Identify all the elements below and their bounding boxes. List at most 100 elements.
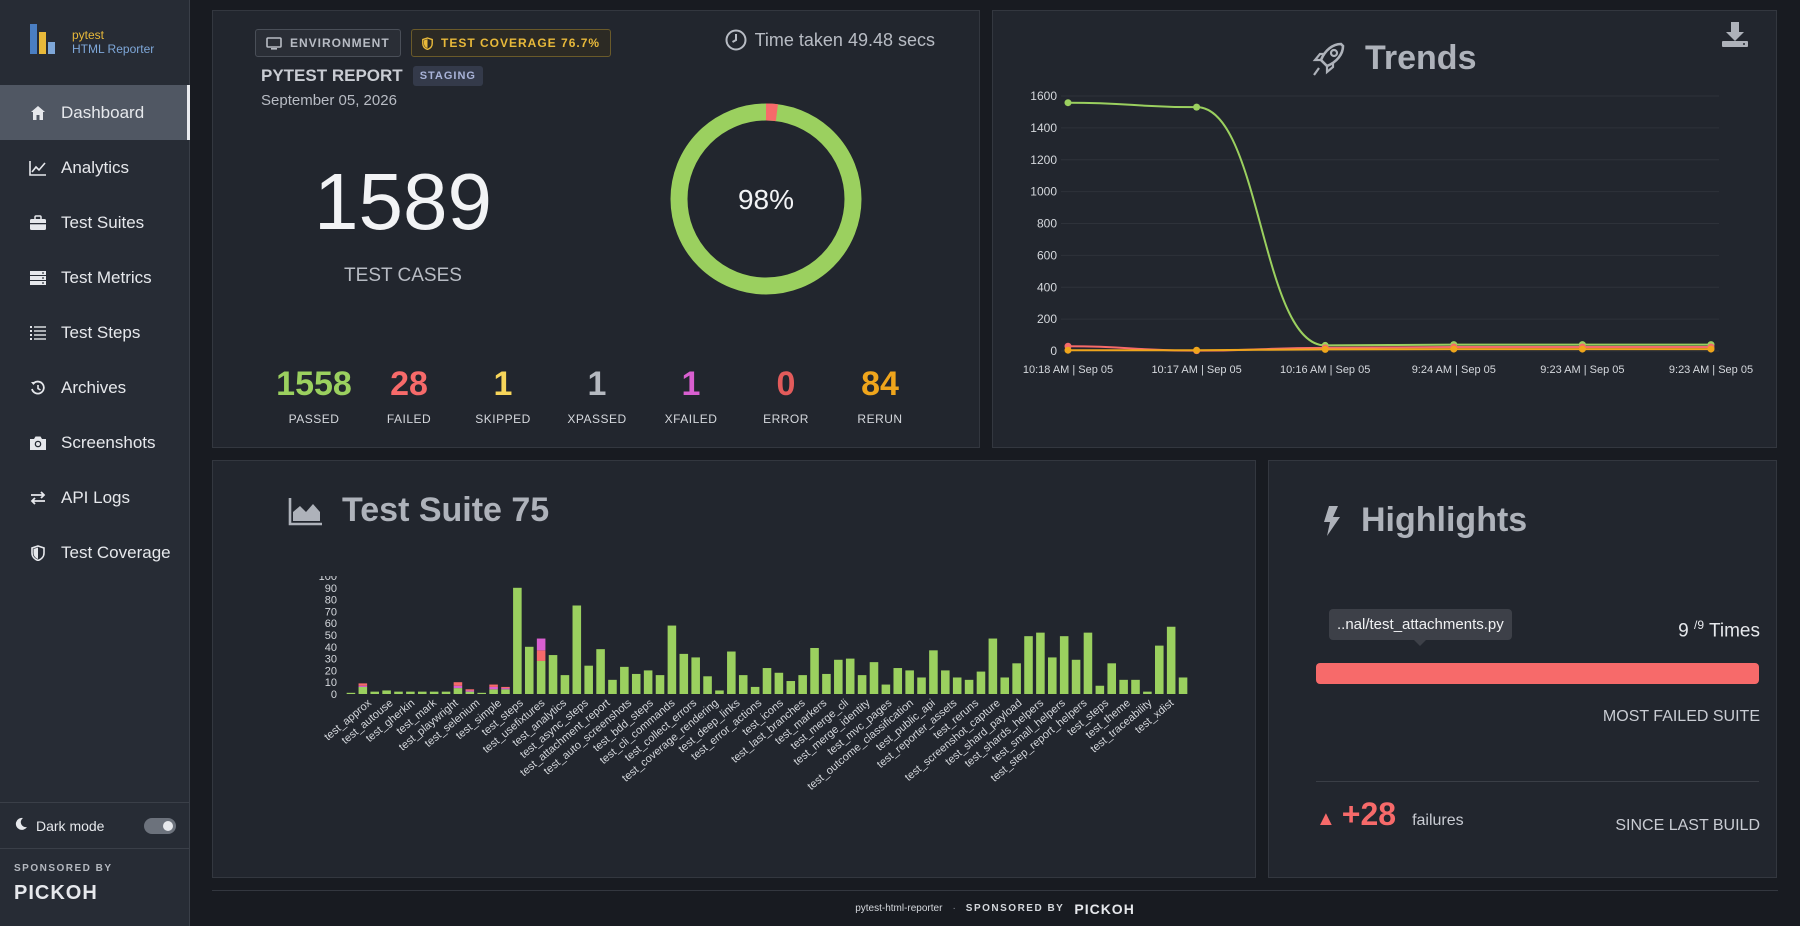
data-point[interactable] — [1064, 99, 1072, 107]
dark-mode-toggle[interactable] — [144, 817, 176, 834]
bar-segment[interactable] — [1048, 657, 1057, 694]
sidebar-item-test-steps[interactable]: Test Steps — [0, 305, 190, 360]
sponsor-logo[interactable]: PICKOH — [14, 882, 98, 904]
environment-button[interactable]: ENVIRONMENT — [255, 29, 401, 57]
bar-segment[interactable] — [941, 670, 950, 694]
bar-segment[interactable] — [798, 675, 807, 694]
bar-segment[interactable] — [406, 691, 415, 694]
bar-segment[interactable] — [417, 691, 427, 694]
bar-segment[interactable] — [501, 686, 510, 689]
sidebar-item-test-coverage[interactable]: Test Coverage — [0, 525, 190, 580]
bar-segment[interactable] — [1131, 679, 1140, 694]
bar-segment[interactable] — [917, 677, 926, 694]
bar-segment[interactable] — [667, 625, 677, 694]
trends-chart[interactable]: 0 200 400 600 800 1000 1200 1400 1600 10:18 AM | … — [993, 81, 1778, 441]
footer-product-link[interactable]: pytest-html-reporter — [855, 903, 943, 914]
bar-segment[interactable] — [441, 691, 451, 694]
bar-segment[interactable] — [1166, 626, 1176, 694]
sidebar-item-archives[interactable]: Archives — [0, 360, 190, 415]
bar-segment[interactable] — [1036, 632, 1045, 694]
data-point[interactable] — [1321, 345, 1329, 353]
bar-segment[interactable] — [358, 685, 368, 687]
bar-segment[interactable] — [429, 691, 439, 694]
bar-segment[interactable] — [929, 650, 938, 694]
bar-segment[interactable] — [536, 638, 546, 651]
bar-segment[interactable] — [536, 650, 546, 661]
bar-segment[interactable] — [1071, 659, 1081, 694]
bar-segment[interactable] — [489, 684, 498, 687]
bar-segment[interactable] — [643, 670, 653, 694]
bar-segment[interactable] — [631, 673, 641, 694]
bar-segment[interactable] — [524, 646, 534, 694]
footer-sponsor-logo[interactable]: PICKOH — [1074, 900, 1135, 917]
bar-segment[interactable] — [845, 658, 855, 694]
bar-segment[interactable] — [762, 668, 772, 694]
bar-segment[interactable] — [584, 665, 593, 694]
bar-segment[interactable] — [952, 677, 962, 694]
bar-segment[interactable] — [786, 681, 796, 694]
bar-segment[interactable] — [869, 662, 879, 694]
bar-segment[interactable] — [1083, 632, 1093, 694]
data-point[interactable] — [1707, 345, 1715, 353]
bar-segment[interactable] — [453, 685, 463, 689]
stat-rerun[interactable]: 84 RERUN — [835, 366, 925, 426]
bar-segment[interactable] — [382, 690, 391, 694]
bar-segment[interactable] — [465, 691, 475, 694]
sidebar-item-test-metrics[interactable]: Test Metrics — [0, 250, 190, 305]
sidebar-item-analytics[interactable]: Analytics — [0, 140, 190, 195]
bar-segment[interactable] — [810, 647, 819, 694]
stat-passed[interactable]: 1558 PASSED — [269, 366, 359, 426]
bar-segment[interactable] — [608, 679, 617, 694]
bar-segment[interactable] — [1143, 691, 1152, 694]
download-icon[interactable] — [1720, 19, 1750, 49]
bar-segment[interactable] — [560, 675, 570, 694]
bar-segment[interactable] — [477, 692, 486, 694]
bar-segment[interactable] — [727, 651, 736, 694]
pass-rate-donut[interactable]: 98% — [666, 99, 866, 299]
bar-segment[interactable] — [358, 686, 368, 694]
bar-segment[interactable] — [465, 690, 475, 692]
bar-segment[interactable] — [834, 659, 843, 694]
bar-segment[interactable] — [453, 682, 463, 686]
bar-segment[interactable] — [1119, 679, 1128, 694]
bar-segment[interactable] — [572, 605, 582, 695]
bar-segment[interactable] — [489, 689, 498, 694]
data-point[interactable] — [1578, 345, 1586, 353]
data-point[interactable] — [1450, 345, 1458, 353]
bar-segment[interactable] — [822, 673, 831, 694]
bar-segment[interactable] — [1059, 636, 1069, 694]
bar-segment[interactable] — [691, 657, 700, 694]
stat-error[interactable]: 0 ERROR — [741, 366, 831, 426]
bar-segment[interactable] — [750, 686, 760, 694]
test-coverage-button[interactable]: TEST COVERAGE 76.7% — [411, 29, 612, 57]
bar-segment[interactable] — [881, 684, 891, 694]
bar-segment[interactable] — [346, 692, 356, 694]
bar-segment[interactable] — [703, 676, 712, 694]
bar-segment[interactable] — [465, 689, 475, 691]
bar-segment[interactable] — [857, 675, 867, 694]
stat-skipped[interactable]: 1 SKIPPED — [458, 366, 548, 426]
bar-segment[interactable] — [1155, 645, 1164, 694]
bar-segment[interactable] — [1095, 685, 1105, 694]
bar-segment[interactable] — [358, 683, 368, 686]
bar-segment[interactable] — [370, 691, 379, 694]
bar-segment[interactable] — [501, 689, 510, 694]
bar-segment[interactable] — [1024, 636, 1033, 694]
bar-segment[interactable] — [964, 679, 974, 694]
bar-segment[interactable] — [501, 688, 510, 690]
bar-segment[interactable] — [905, 670, 914, 694]
bar-segment[interactable] — [548, 655, 558, 694]
bar-segment[interactable] — [655, 675, 665, 694]
bar-segment[interactable] — [596, 649, 605, 694]
test-suite-chart[interactable]: 0102030405060708090100test_approxtest_au… — [213, 576, 1257, 876]
bar-segment[interactable] — [715, 690, 724, 694]
logo[interactable]: pytest HTML Reporter — [28, 20, 154, 56]
bar-segment[interactable] — [513, 587, 522, 694]
bar-segment[interactable] — [679, 653, 689, 694]
bar-segment[interactable] — [1178, 677, 1188, 694]
bar-segment[interactable] — [988, 638, 998, 694]
data-point[interactable] — [1064, 346, 1072, 354]
bar-segment[interactable] — [1107, 663, 1117, 694]
bar-segment[interactable] — [738, 675, 748, 694]
bar-segment[interactable] — [536, 660, 546, 694]
